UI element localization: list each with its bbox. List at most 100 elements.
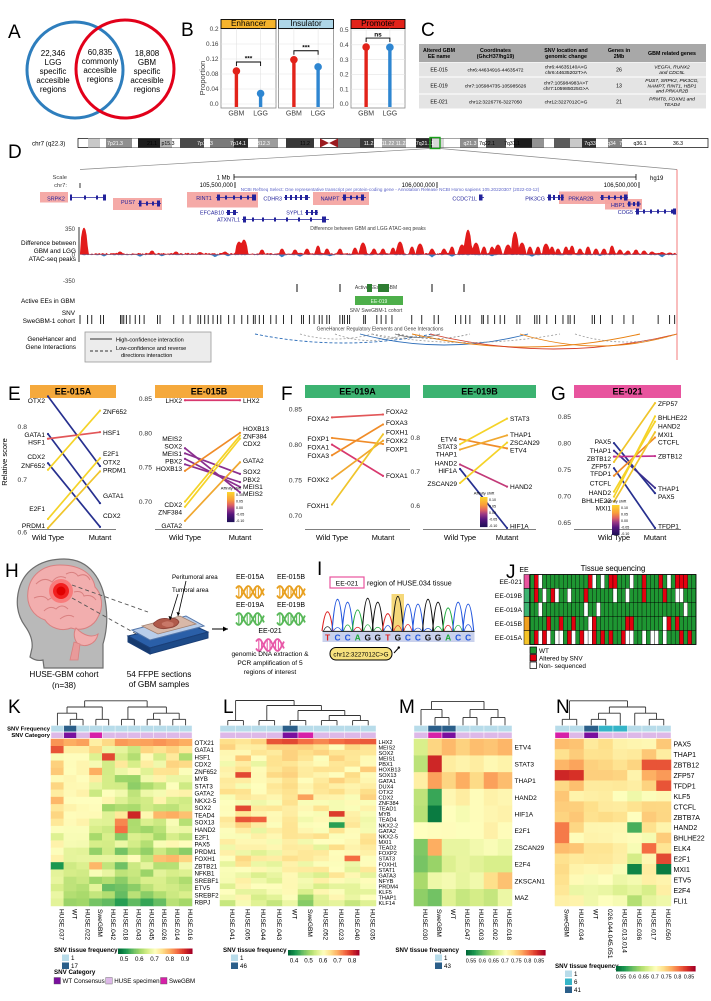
- svg-text:36.3: 36.3: [673, 141, 683, 147]
- svg-text:0.65: 0.65: [558, 520, 571, 527]
- svg-text:SweGBM: SweGBM: [96, 909, 103, 937]
- svg-text:EE-015A: EE-015A: [495, 635, 523, 642]
- svg-text:HUSE specimen: HUSE specimen: [114, 978, 160, 985]
- svg-text:FOXA2: FOXA2: [386, 409, 408, 416]
- svg-text:0.85: 0.85: [534, 959, 545, 965]
- svg-text:PRMT8, FOXM1 and: PRMT8, FOXM1 and: [649, 97, 695, 103]
- svg-text:HAND2: HAND2: [674, 825, 698, 832]
- svg-text:genomic DNA extraction &: genomic DNA extraction &: [232, 651, 310, 658]
- svg-text:PUS7, SRPK2, PIK3CG,: PUS7, SRPK2, PIK3CG,: [645, 78, 699, 84]
- svg-text:C: C: [345, 633, 351, 643]
- svg-text:0.80: 0.80: [139, 430, 152, 437]
- svg-text:STAT3: STAT3: [437, 444, 457, 451]
- svg-text:chr12:3227012C>G: chr12:3227012C>G: [545, 99, 588, 105]
- svg-text:HUSE.043: HUSE.043: [275, 909, 282, 940]
- svg-text:HSF1: HSF1: [28, 440, 45, 447]
- svg-text:46: 46: [240, 963, 247, 970]
- svg-text:E2F1: E2F1: [103, 451, 119, 458]
- svg-text:FOXA1: FOXA1: [386, 473, 408, 480]
- svg-text:106,000,000: 106,000,000: [402, 183, 436, 189]
- svg-text:HUSE.037: HUSE.037: [58, 909, 65, 940]
- svg-text:SweGBM-1 cohort: SweGBM-1 cohort: [23, 318, 75, 325]
- svg-text:hg19: hg19: [650, 176, 664, 182]
- svg-text:0.8: 0.8: [18, 424, 28, 431]
- svg-text:EFCAB10: EFCAB10: [200, 211, 224, 217]
- svg-text:MEIS1: MEIS1: [243, 484, 263, 491]
- svg-text:ETV5: ETV5: [195, 885, 211, 892]
- svg-text:22,346: 22,346: [41, 49, 66, 58]
- svg-text:CDX2: CDX2: [103, 513, 121, 520]
- svg-text:FOXH1: FOXH1: [379, 862, 398, 868]
- svg-text:J: J: [506, 562, 516, 583]
- svg-text:ZNF384: ZNF384: [379, 801, 399, 807]
- svg-text:Gene Interactions: Gene Interactions: [26, 344, 76, 351]
- svg-text:EE-021: EE-021: [258, 628, 281, 635]
- svg-text:directions interaction: directions interaction: [121, 353, 172, 359]
- svg-text:region of HUSE.034 tissue: region of HUSE.034 tissue: [367, 579, 452, 588]
- svg-text:7p21.3: 7p21.3: [107, 141, 123, 147]
- svg-text:THAP1: THAP1: [658, 486, 680, 493]
- svg-text:ns: ns: [374, 32, 382, 39]
- svg-text:HUSE.042: HUSE.042: [109, 909, 116, 940]
- svg-text:C: C: [465, 633, 471, 643]
- svg-text:Enhancer: Enhancer: [231, 19, 266, 28]
- svg-text:0.7: 0.7: [18, 477, 28, 484]
- svg-text:E2F1: E2F1: [674, 857, 691, 864]
- svg-text:0.65: 0.65: [488, 959, 499, 965]
- svg-text:RBPJ: RBPJ: [195, 900, 211, 907]
- svg-text:HUSE.043: HUSE.043: [135, 909, 142, 940]
- svg-text:E2F1: E2F1: [195, 834, 210, 841]
- svg-text:HOXB13: HOXB13: [243, 426, 269, 433]
- svg-text:G: G: [435, 633, 442, 643]
- svg-text:1 Mb: 1 Mb: [217, 176, 231, 182]
- svg-text:0.8: 0.8: [165, 956, 174, 963]
- svg-text:commonly: commonly: [82, 57, 118, 66]
- svg-text:SweGBM: SweGBM: [435, 909, 442, 937]
- svg-text:GATA2: GATA2: [243, 458, 264, 465]
- svg-text:GBM: GBM: [358, 111, 374, 118]
- svg-text:SYPL1: SYPL1: [286, 211, 303, 217]
- svg-text:HOXB13: HOXB13: [379, 768, 401, 774]
- svg-text:HIF1A: HIF1A: [515, 812, 534, 819]
- svg-text:chr7 (q22.3): chr7 (q22.3): [32, 141, 65, 148]
- svg-text:D: D: [8, 142, 22, 163]
- svg-text:chr6:44635140A>G: chr6:44635140A>G: [545, 65, 588, 71]
- svg-text:7p14.3: 7p14.3: [197, 141, 213, 147]
- svg-text:ZFP57: ZFP57: [591, 464, 611, 471]
- svg-text:0.75: 0.75: [289, 477, 302, 484]
- svg-text:NKX2-2: NKX2-2: [379, 823, 399, 829]
- svg-text:specific: specific: [40, 67, 67, 76]
- svg-text:0.85: 0.85: [684, 975, 695, 981]
- svg-text:CTCFL: CTCFL: [658, 440, 680, 447]
- svg-text:0.70: 0.70: [558, 493, 571, 500]
- svg-text:HUSE.014: HUSE.014: [173, 909, 180, 940]
- svg-text:0.2: 0.2: [340, 72, 349, 79]
- svg-text:41: 41: [574, 987, 581, 994]
- svg-text:SweGBM: SweGBM: [562, 909, 569, 937]
- svg-text:WT: WT: [591, 909, 598, 919]
- svg-text:CTCFL: CTCFL: [674, 804, 697, 811]
- svg-text:G: G: [374, 633, 381, 643]
- svg-text:ELK4: ELK4: [674, 846, 691, 853]
- svg-text:PAX5: PAX5: [595, 439, 612, 446]
- svg-text:OTX2: OTX2: [103, 460, 121, 467]
- svg-text:SREBF1: SREBF1: [195, 878, 220, 885]
- svg-text:7q31.1: 7q31.1: [504, 141, 520, 147]
- svg-text:Affinity shift: Affinity shift: [606, 499, 627, 504]
- svg-text:SOX13: SOX13: [379, 773, 397, 779]
- svg-text:EE-021: EE-021: [336, 581, 359, 588]
- svg-text:GeneHancer Regulatory Elements: GeneHancer Regulatory Elements and Gene …: [317, 327, 444, 333]
- svg-text:7q33: 7q33: [584, 141, 596, 147]
- svg-text:0.4: 0.4: [290, 958, 299, 965]
- svg-text:EE-019A: EE-019A: [495, 607, 523, 614]
- svg-text:G: G: [395, 633, 402, 643]
- svg-text:EE name: EE name: [428, 54, 450, 60]
- svg-text:NKX2-5: NKX2-5: [379, 834, 399, 840]
- svg-text:TEAD1: TEAD1: [379, 807, 397, 813]
- svg-text:GBM: GBM: [228, 111, 244, 118]
- svg-text:0.80: 0.80: [289, 442, 302, 449]
- svg-text:0.0: 0.0: [340, 101, 349, 108]
- svg-text:SRPK2: SRPK2: [47, 197, 65, 203]
- svg-text:MEIS2: MEIS2: [379, 745, 396, 751]
- svg-text:ZBTB12: ZBTB12: [674, 763, 700, 770]
